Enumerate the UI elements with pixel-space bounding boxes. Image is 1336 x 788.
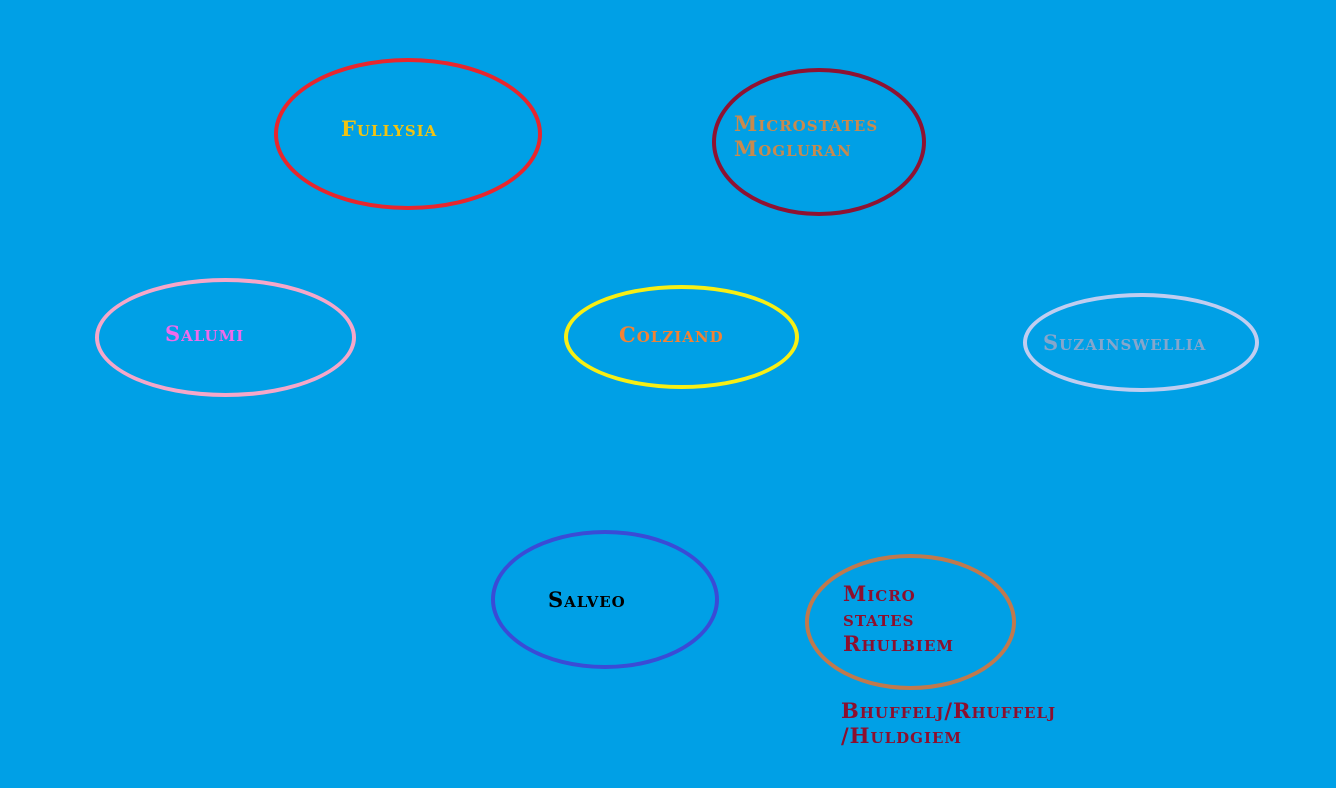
node-colziand-oval (564, 285, 799, 389)
node-microstates-mogluran-label-line-1: Microstates (734, 111, 879, 136)
node-micro-states-rhulbiem-label-line-1: Micro (843, 581, 916, 606)
node-micro-states-rhulbiem-oval (805, 554, 1016, 690)
caption-line-1: Bhuffelj/Rhuffelj (841, 698, 1057, 723)
node-microstates-mogluran-oval (712, 68, 926, 216)
node-colziand-label: Colziand (619, 322, 724, 347)
node-salveo-oval (491, 530, 719, 669)
node-suzainswellia-oval (1023, 293, 1259, 392)
node-salumi-label: Salumi (165, 321, 245, 346)
caption-line-2: /Huldgiem (841, 723, 963, 748)
node-fullysia-oval (274, 58, 542, 210)
node-suzainswellia-label: Suzainswellia (1043, 330, 1207, 355)
node-micro-states-rhulbiem-label-line-3: Rhulbiem (843, 631, 954, 656)
node-salumi-oval (95, 278, 356, 397)
node-microstates-mogluran-label-line-2: Mogluran (734, 136, 852, 161)
node-salveo-label: Salveo (548, 587, 626, 612)
node-fullysia-label: Fullysia (341, 116, 438, 141)
node-micro-states-rhulbiem-label-line-2: states (843, 606, 915, 631)
